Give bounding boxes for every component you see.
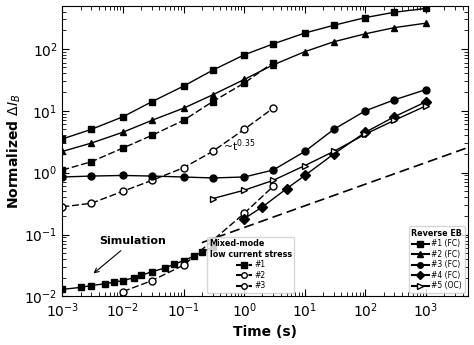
Legend: #1 (FC), #2 (FC), #3 (FC), #4 (FC), #5 (OC): #1 (FC), #2 (FC), #3 (FC), #4 (FC), #5 (… <box>409 226 465 293</box>
Y-axis label: Normalized $\Delta I_B$: Normalized $\Delta I_B$ <box>6 93 23 209</box>
Text: ~t$^{0.35}$: ~t$^{0.35}$ <box>223 137 255 154</box>
X-axis label: Time (s): Time (s) <box>233 325 297 339</box>
Text: Simulation: Simulation <box>94 236 166 273</box>
